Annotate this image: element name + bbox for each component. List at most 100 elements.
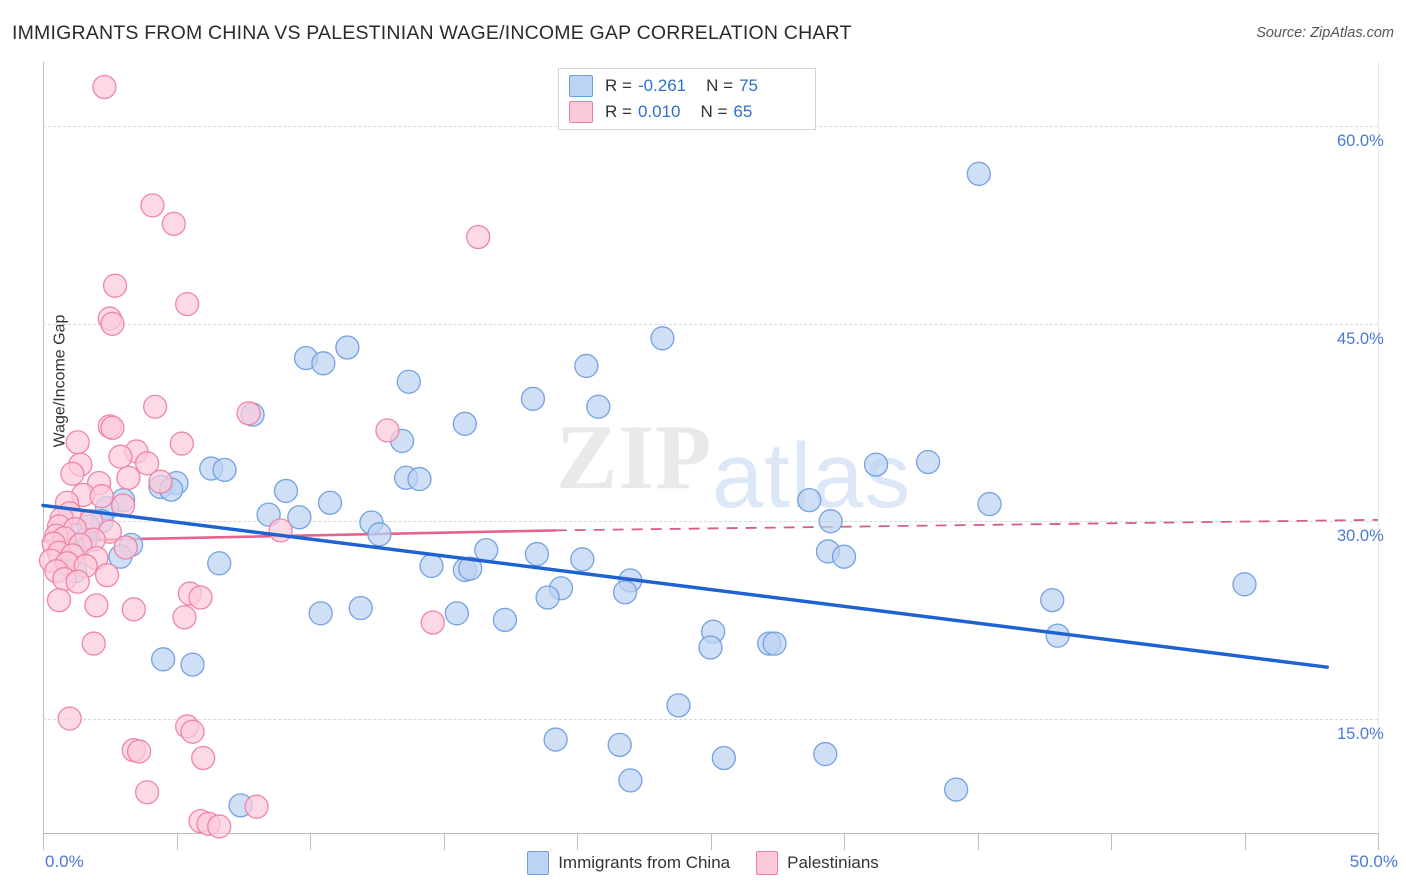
scatter-canvas	[38, 74, 1379, 839]
x-tick-35	[977, 833, 979, 850]
data-point	[134, 780, 160, 805]
legend-label-china: Immigrants from China	[558, 853, 731, 872]
data-point	[818, 509, 843, 534]
data-point	[94, 562, 120, 588]
data-point	[244, 794, 269, 819]
n-label-palestinians: N =	[700, 102, 728, 121]
data-point	[317, 490, 343, 515]
swatch-palestinians-icon	[569, 101, 593, 123]
gridline-30	[43, 521, 1378, 523]
data-point	[236, 401, 261, 426]
data-point	[452, 411, 478, 436]
n-value-palestinians: 65	[733, 102, 753, 121]
gridline-15	[43, 718, 1378, 720]
data-point	[618, 768, 643, 793]
x-tick-45	[1244, 833, 1246, 850]
data-point	[466, 224, 491, 250]
trend-line-china	[41, 503, 1329, 669]
data-point	[81, 631, 106, 656]
data-point	[113, 535, 138, 560]
data-point	[375, 418, 400, 443]
x-tick-0	[43, 833, 44, 850]
data-point	[121, 597, 146, 622]
data-point	[57, 706, 82, 731]
data-point	[711, 745, 736, 771]
data-point	[148, 469, 173, 494]
data-point	[102, 273, 128, 298]
data-point	[943, 777, 969, 802]
scatter-series-china	[54, 161, 1257, 818]
data-point	[268, 518, 293, 543]
x-tick-5	[176, 833, 178, 850]
data-point	[348, 595, 373, 621]
data-point	[172, 605, 197, 630]
data-point	[396, 369, 421, 394]
data-point	[444, 601, 470, 626]
data-point	[612, 580, 638, 605]
x-tick-30	[844, 833, 845, 850]
gridline-45	[43, 323, 1378, 325]
data-point	[140, 193, 165, 218]
data-point	[420, 610, 445, 635]
r-label-palestinians: R =	[605, 102, 632, 121]
x-tick-10	[310, 833, 311, 850]
data-point	[458, 556, 483, 581]
source-attribution: Source: ZipAtlas.com	[1256, 25, 1394, 41]
correlation-row-palestinians: R = 0.010 N = 65	[569, 99, 752, 125]
r-value-palestinians: 0.010	[637, 102, 681, 121]
data-point	[191, 745, 216, 771]
data-point	[650, 326, 675, 351]
y-axis-line	[43, 62, 44, 833]
series-legend: Immigrants from China Palestinians	[0, 851, 1406, 875]
data-point	[207, 814, 232, 839]
data-point	[207, 551, 232, 576]
data-point	[797, 487, 822, 513]
data-point	[116, 465, 141, 490]
page-title: IMMIGRANTS FROM CHINA VS PALESTINIAN WAG…	[12, 22, 852, 44]
x-tick-15	[443, 833, 445, 850]
data-point	[46, 587, 72, 613]
data-point	[419, 553, 444, 579]
data-point	[762, 631, 787, 656]
data-point	[524, 541, 550, 567]
legend-item-china[interactable]: Immigrants from China	[527, 851, 730, 875]
data-point	[212, 457, 237, 483]
data-point	[367, 522, 392, 547]
data-point	[188, 585, 213, 610]
data-point	[84, 593, 109, 618]
data-point	[520, 386, 546, 411]
correlation-row-china: R = -0.261 N = 75	[569, 73, 758, 99]
x-tick-20	[577, 833, 578, 850]
data-point	[180, 652, 205, 677]
data-point	[308, 601, 333, 626]
data-point	[492, 607, 518, 633]
data-point	[574, 353, 599, 379]
data-point	[607, 732, 632, 757]
data-point	[175, 291, 200, 317]
correlation-legend: R = -0.261 N = 75 R = 0.010 N = 65	[558, 68, 816, 130]
r-label-china: R =	[605, 76, 632, 95]
trend-line-palestinians-dashed	[555, 518, 1379, 532]
data-point	[100, 311, 125, 336]
data-point	[273, 478, 299, 504]
x-tick-40	[1111, 833, 1112, 850]
data-point	[813, 741, 838, 767]
data-point	[586, 394, 611, 419]
x-axis-min-label: 0.0%	[45, 852, 84, 871]
data-point	[535, 585, 560, 610]
x-tick-50	[1378, 833, 1379, 850]
data-point	[169, 431, 194, 456]
legend-swatch-palestinians-icon	[756, 851, 779, 875]
data-point	[698, 635, 723, 660]
data-point	[161, 211, 186, 236]
data-point	[335, 335, 360, 360]
n-value-china: 75	[739, 76, 758, 95]
data-point	[65, 430, 90, 455]
data-point	[92, 74, 117, 100]
plot-area: ZIP atlas	[38, 62, 1379, 839]
data-point	[966, 161, 991, 186]
data-point	[126, 739, 152, 764]
data-point	[100, 415, 125, 440]
legend-item-palestinians[interactable]: Palestinians	[756, 851, 879, 875]
data-point	[915, 449, 941, 475]
